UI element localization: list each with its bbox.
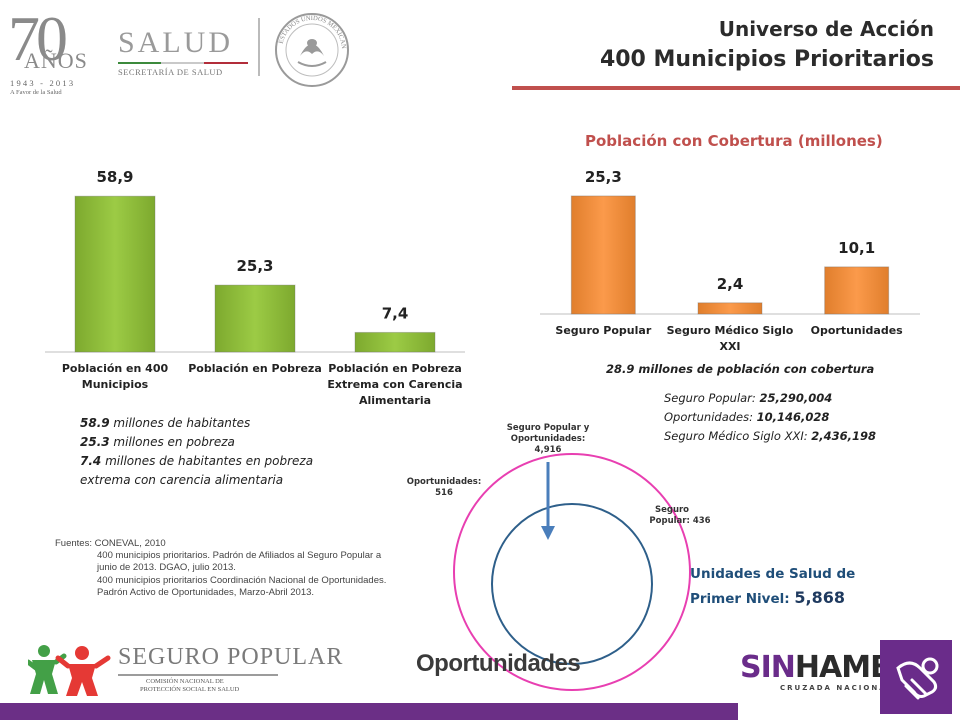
salud-logo: SALUD SECRETARÍA DE SALUD bbox=[118, 26, 248, 77]
population-bar-1 bbox=[214, 284, 296, 353]
salud-word: SALUD bbox=[118, 26, 234, 59]
venn-circle-oportunidades bbox=[453, 453, 691, 691]
logo-70-anos-word: AÑOS bbox=[24, 48, 88, 73]
note-habitantes: 58.9 millones de habitantes bbox=[80, 416, 251, 430]
footer-bar bbox=[0, 703, 738, 720]
population-category-label-1: Población en Pobreza bbox=[188, 362, 322, 375]
note-pobreza-extrema: 7.4 millones de habitantes en pobreza ex… bbox=[80, 454, 314, 487]
coverage-category-label-0: Seguro Popular bbox=[555, 324, 651, 337]
population-bar-2 bbox=[354, 331, 436, 353]
population-notes: 58.9 millones de habitantes 25.3 millone… bbox=[80, 414, 340, 490]
population-bar-0 bbox=[74, 195, 156, 353]
coverage-data-label-2: 10,1 bbox=[838, 239, 875, 257]
population-category-label-2: Alimentaria bbox=[359, 394, 431, 407]
population-category-label-2: Extrema con Carencia bbox=[327, 378, 462, 391]
seguro-popular-word: SEGURO POPULAR bbox=[118, 644, 344, 670]
coverage-data-label-1: 2,4 bbox=[717, 275, 744, 293]
page-title: Universo de Acción 400 Municipios Priori… bbox=[600, 14, 934, 76]
cruzada-nacional-text: CRUZADA NACIONAL bbox=[780, 684, 894, 692]
venn-sp-label-1: Seguro bbox=[655, 505, 689, 515]
venn-arrow-head-icon bbox=[541, 526, 555, 540]
venn-diagram: Seguro Popular y Oportunidades: 4,916 Op… bbox=[407, 423, 711, 691]
seguro-popular-rule bbox=[118, 674, 278, 676]
header-accent-rule bbox=[512, 86, 960, 90]
population-category-label-0: Población en 400 bbox=[62, 362, 169, 375]
coverage-bar-2 bbox=[824, 266, 890, 315]
chart-coverage: 25,3 Seguro Popular 2,4 Seguro Médico Siglo… bbox=[540, 168, 920, 353]
venn-oport-value: 516 bbox=[435, 488, 453, 498]
coverage-detail-seguro-popular: Seguro Popular: 25,290,004 bbox=[664, 391, 833, 405]
coverage-detail-siglo-xxi: Seguro Médico Siglo XXI: 2,436,198 bbox=[664, 429, 876, 443]
population-data-label-0: 58,9 bbox=[96, 168, 133, 186]
population-category-label-0: Municipios bbox=[82, 378, 149, 391]
coverage-category-label-1: XXI bbox=[719, 340, 740, 353]
coverage-note: 28.9 millones de población con cobertura bbox=[606, 362, 875, 376]
seguro-popular-figures-icon bbox=[28, 645, 111, 696]
venn-circle-seguro-popular bbox=[491, 503, 653, 665]
coverage-category-label-1: Seguro Médico Siglo bbox=[667, 324, 794, 337]
venn-oport-label: Oportunidades: bbox=[407, 477, 482, 487]
oportunidades-logo: Oportunidades bbox=[416, 650, 581, 677]
population-category-label-2: Población en Pobreza bbox=[328, 362, 462, 375]
venn-both-label-2: Oportunidades: bbox=[511, 434, 586, 444]
logo-70-years: 1943 - 2013 bbox=[10, 78, 76, 88]
note-pobreza: 25.3 millones en pobreza bbox=[80, 435, 235, 449]
unidades-line2: Primer Nivel: 5,868 bbox=[690, 588, 845, 607]
coverage-detail-oportunidades: Oportunidades: 10,146,028 bbox=[664, 410, 830, 424]
header-divider bbox=[258, 18, 260, 76]
coverage-category-label-2: Oportunidades bbox=[811, 324, 904, 337]
salud-tricolor-line bbox=[118, 62, 248, 64]
coverage-chart-title: Población con Cobertura (millones) bbox=[585, 132, 883, 150]
seguro-popular-logo: SEGURO POPULAR COMISIÓN NACIONAL DE PROT… bbox=[28, 638, 342, 696]
logo-70-number: 70 bbox=[8, 3, 68, 74]
logo-70-motto: A Favor de la Salud bbox=[10, 89, 62, 96]
page-title-line2: 400 Municipios Prioritarios bbox=[599, 47, 934, 72]
coverage-bar-1 bbox=[697, 302, 763, 315]
page-title-line1: Universo de Acción bbox=[718, 17, 934, 41]
venn-both-label-1: Seguro Popular y bbox=[507, 423, 590, 433]
sources-note: Fuentes: CONEVAL, 2010 400 municipios pr… bbox=[55, 538, 395, 599]
seguro-popular-sub2: PROTECCIÓN SOCIAL EN SALUD bbox=[140, 686, 240, 693]
venn-both-value: 4,916 bbox=[535, 445, 562, 455]
sources-line2: 400 municipios prioritarios Coordinación… bbox=[97, 574, 387, 598]
unidades-line1: Unidades de Salud de bbox=[690, 566, 856, 582]
sources-line1: 400 municipios prioritarios. Padrón de A… bbox=[97, 550, 382, 574]
sources-heading: Fuentes: CONEVAL, 2010 bbox=[55, 538, 166, 549]
population-data-label-2: 7,4 bbox=[382, 304, 409, 322]
unidades-salud: Unidades de Salud de Primer Nivel: 5,868 bbox=[690, 562, 855, 611]
population-data-label-1: 25,3 bbox=[236, 257, 273, 275]
salud-subtitle: SECRETARÍA DE SALUD bbox=[118, 67, 223, 77]
venn-sp-label-2: Popular: 436 bbox=[649, 516, 710, 526]
national-seal-icon: ESTADOS UNIDOS MEXICANOS bbox=[270, 10, 349, 87]
coverage-bar-0 bbox=[570, 195, 636, 315]
chart-population: 58,9 Población en 400 Municipios 25,3 Poblac… bbox=[45, 168, 465, 407]
hands-icon bbox=[880, 640, 952, 714]
coverage-details: Seguro Popular: 25,290,004 Oportunidades… bbox=[664, 389, 876, 446]
coverage-data-label-0: 25,3 bbox=[585, 168, 622, 186]
unidades-count: 5,868 bbox=[794, 588, 845, 607]
logo-70-anos: 70 AÑOS 1943 - 2013 A Favor de la Salud bbox=[6, 3, 96, 96]
seguro-popular-sub1: COMISIÓN NACIONAL DE bbox=[146, 678, 224, 685]
